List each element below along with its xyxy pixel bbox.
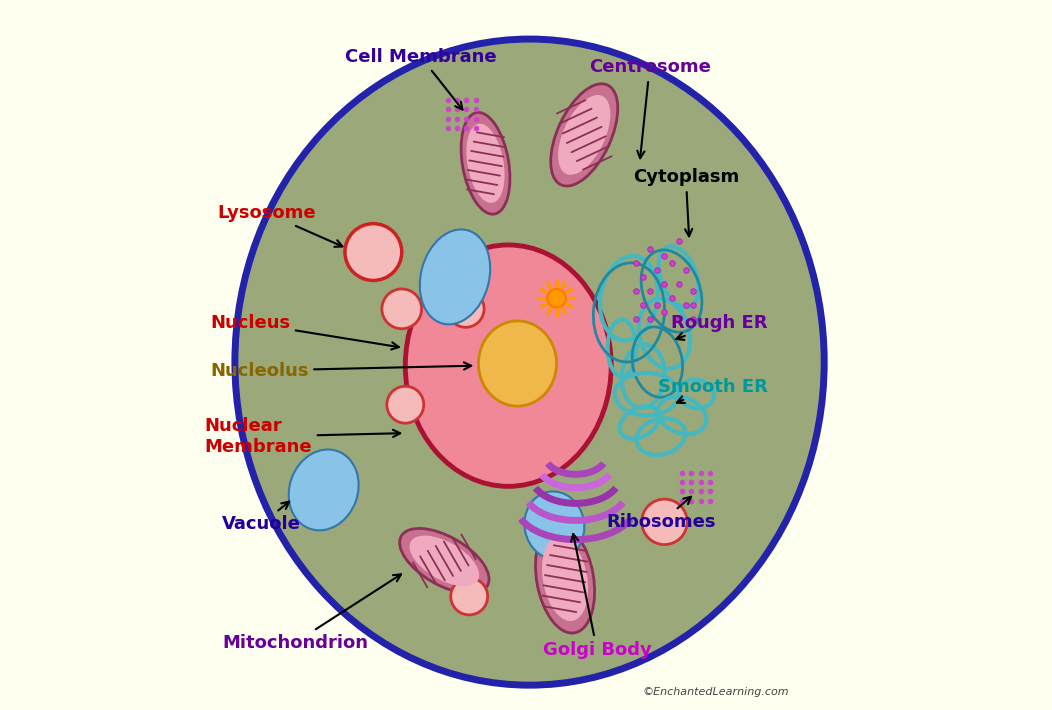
Ellipse shape — [479, 321, 557, 406]
Circle shape — [543, 521, 580, 558]
Ellipse shape — [420, 229, 490, 324]
Circle shape — [382, 289, 422, 329]
Text: Nucleolus: Nucleolus — [210, 361, 471, 380]
Circle shape — [447, 290, 484, 327]
Circle shape — [547, 289, 566, 307]
Text: Lysosome: Lysosome — [217, 204, 342, 247]
Text: Mitochondrion: Mitochondrion — [222, 574, 401, 652]
Text: Nucleus: Nucleus — [210, 314, 399, 349]
Text: ©EnchantedLearning.com: ©EnchantedLearning.com — [642, 687, 789, 697]
Text: Ribosomes: Ribosomes — [607, 497, 716, 531]
Ellipse shape — [542, 536, 588, 621]
Ellipse shape — [288, 449, 359, 530]
Circle shape — [450, 578, 488, 615]
Ellipse shape — [558, 95, 610, 175]
Text: Rough ER: Rough ER — [671, 314, 767, 340]
Ellipse shape — [550, 84, 618, 186]
Text: Golgi Body: Golgi Body — [543, 534, 651, 659]
Text: Vacuole: Vacuole — [222, 502, 301, 533]
Ellipse shape — [525, 491, 584, 559]
Ellipse shape — [535, 524, 594, 633]
Circle shape — [387, 386, 424, 423]
Ellipse shape — [400, 528, 489, 594]
Text: Cytoplasm: Cytoplasm — [632, 168, 739, 236]
Circle shape — [345, 224, 402, 280]
Text: Centrosome: Centrosome — [589, 58, 710, 158]
Text: Nuclear
Membrane: Nuclear Membrane — [204, 417, 400, 456]
Text: Cell Membrane: Cell Membrane — [345, 48, 497, 109]
Ellipse shape — [235, 39, 824, 685]
Ellipse shape — [461, 112, 510, 214]
Text: Smooth ER: Smooth ER — [658, 378, 767, 403]
Ellipse shape — [409, 535, 480, 586]
Circle shape — [642, 499, 687, 545]
Ellipse shape — [405, 245, 611, 486]
Ellipse shape — [466, 124, 505, 203]
